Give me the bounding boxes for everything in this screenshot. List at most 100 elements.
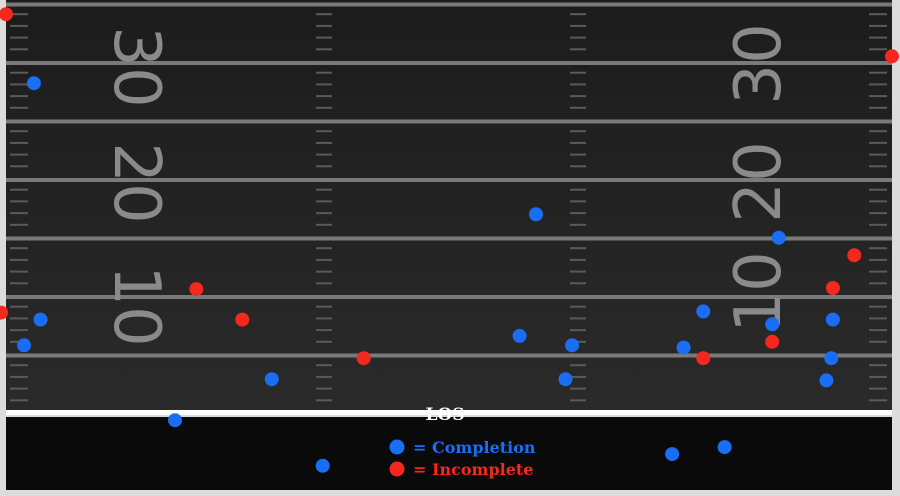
- completion-point: [665, 447, 680, 462]
- hash-mark: [570, 399, 586, 402]
- completion-point: [26, 76, 41, 91]
- yard-line: [6, 61, 892, 65]
- hash-mark: [316, 399, 332, 402]
- hash-mark: [316, 364, 332, 367]
- yard-line: [6, 295, 892, 299]
- hash-mark: [10, 188, 28, 191]
- hash-mark: [316, 153, 332, 156]
- hash-mark: [570, 364, 586, 367]
- incomplete-point: [696, 351, 711, 366]
- hash-mark: [869, 83, 887, 86]
- hash-mark: [10, 317, 28, 320]
- yard-number-10-right: 10: [722, 251, 796, 332]
- hash-mark: [10, 387, 28, 390]
- center-hash-marks: [316, 13, 586, 402]
- hash-mark: [316, 36, 332, 39]
- hash-mark: [869, 36, 887, 39]
- yard-line: [6, 119, 892, 124]
- hash-mark: [316, 270, 332, 273]
- hash-mark: [316, 24, 332, 27]
- incomplete-point: [356, 351, 371, 366]
- completion-point: [264, 372, 279, 387]
- incomplete-point: [0, 305, 9, 320]
- incomplete-point: [825, 281, 840, 295]
- yard-number-10-left: 10: [99, 265, 173, 346]
- hash-mark: [869, 340, 887, 343]
- hash-mark: [316, 317, 332, 320]
- hash-mark: [570, 71, 586, 74]
- hash-mark: [10, 258, 28, 261]
- los-label: LOS: [425, 405, 464, 425]
- hash-mark: [869, 282, 887, 285]
- hash-mark: [570, 165, 586, 168]
- hash-mark: [10, 153, 28, 156]
- hash-mark: [10, 24, 28, 27]
- hash-mark: [316, 258, 332, 261]
- hash-mark: [10, 130, 28, 133]
- hash-mark: [570, 24, 586, 27]
- completion-point: [529, 207, 543, 222]
- hash-mark: [10, 106, 28, 109]
- hash-mark: [869, 48, 887, 51]
- completion-point: [819, 373, 834, 388]
- hash-mark: [869, 305, 887, 308]
- hash-mark: [570, 223, 586, 226]
- hash-mark: [570, 200, 586, 203]
- hash-mark: [869, 387, 887, 390]
- hash-mark: [570, 13, 586, 16]
- hash-mark: [570, 95, 586, 98]
- hash-mark: [316, 48, 332, 51]
- hash-mark: [10, 399, 28, 402]
- hash-mark: [316, 141, 332, 144]
- hash-mark: [10, 71, 28, 74]
- hash-mark: [10, 200, 28, 203]
- incomplete-point: [0, 7, 13, 22]
- hash-mark: [10, 13, 28, 16]
- hash-mark: [869, 188, 887, 191]
- hash-mark: [316, 212, 332, 215]
- hash-mark: [10, 247, 28, 250]
- hash-mark: [10, 212, 28, 215]
- incomplete-point: [847, 248, 862, 263]
- pass-points: [0, 7, 899, 473]
- incomplete-point: [885, 49, 899, 64]
- yard-number-20-right: 20: [722, 141, 796, 222]
- hash-mark: [869, 71, 887, 74]
- incomplete-point: [189, 282, 204, 297]
- hash-mark: [570, 36, 586, 39]
- hash-mark: [869, 165, 887, 168]
- hash-mark: [570, 387, 586, 390]
- hash-mark: [10, 223, 28, 226]
- completion-point: [771, 230, 786, 245]
- yard-line: [6, 236, 892, 241]
- hash-mark: [570, 317, 586, 320]
- hash-mark: [316, 165, 332, 168]
- hash-mark: [316, 106, 332, 109]
- completion-point: [824, 351, 839, 366]
- hash-mark: [10, 282, 28, 285]
- hash-mark: [10, 48, 28, 51]
- hash-mark: [570, 258, 586, 261]
- hash-mark: [570, 106, 586, 109]
- completion-point: [765, 317, 780, 332]
- hash-mark: [10, 36, 28, 39]
- completion-point: [558, 372, 573, 387]
- yard-lines: [6, 2, 892, 358]
- legend-incomplete-marker: [389, 461, 405, 477]
- yard-line: [6, 178, 892, 182]
- right-hash-marks: [869, 13, 887, 402]
- incomplete-point: [235, 312, 250, 327]
- completion-point: [17, 338, 31, 353]
- yard-number-20-left: 20: [99, 142, 173, 223]
- hash-mark: [869, 13, 887, 16]
- hash-mark: [316, 247, 332, 250]
- hash-mark: [10, 141, 28, 144]
- hash-mark: [869, 258, 887, 261]
- hash-mark: [316, 95, 332, 98]
- hash-mark: [570, 329, 586, 332]
- legend-incomplete-label: = Incomplete: [413, 460, 533, 479]
- hash-mark: [10, 165, 28, 168]
- hash-mark: [570, 188, 586, 191]
- hash-mark: [10, 329, 28, 332]
- left-hash-marks: [10, 13, 28, 402]
